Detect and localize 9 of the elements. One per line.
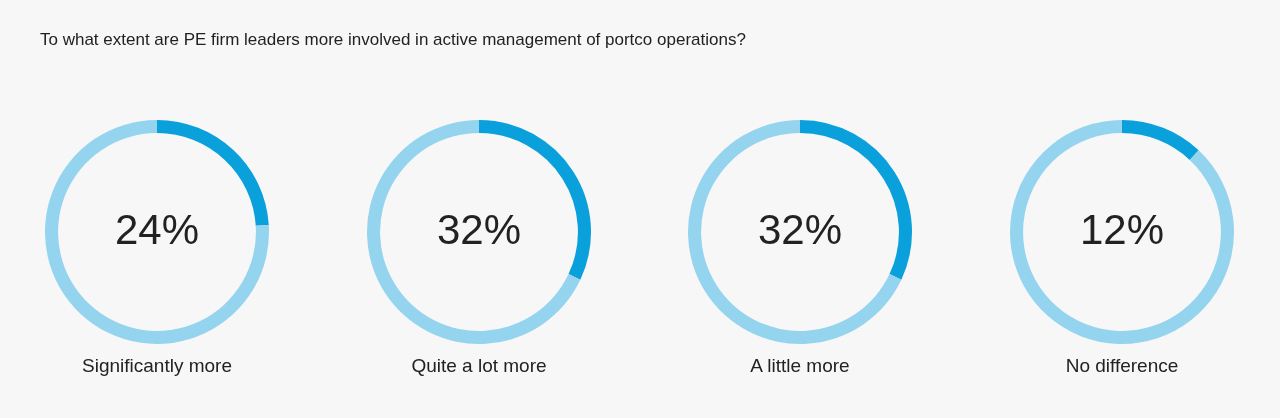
text: Quite a lot more — [410, 355, 548, 377]
text: Significantly more — [81, 355, 233, 377]
text: 12% — [1079, 205, 1165, 253]
text: No difference — [1064, 355, 1180, 377]
text: To what extent are PE firm leaders more involved in active management of portco operations? — [40, 30, 746, 50]
text: A little more — [749, 355, 851, 377]
text: 24% — [114, 205, 200, 253]
text: 32% — [757, 205, 843, 253]
text: 32% — [436, 205, 522, 253]
